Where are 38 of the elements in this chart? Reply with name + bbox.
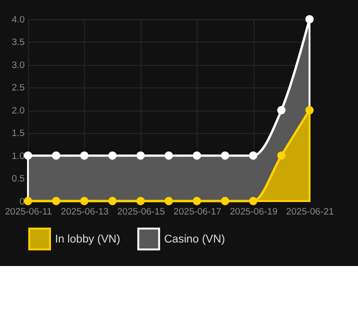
point (220, 151, 230, 160)
point (192, 196, 202, 206)
x-tick-label: 2025-06-11 (4, 206, 52, 217)
x-tick-label: 2025-06-17 (174, 206, 222, 217)
point (52, 151, 60, 160)
point (52, 196, 60, 206)
point (136, 196, 145, 206)
point (136, 151, 145, 160)
y-tick-label: 0.5 (12, 174, 25, 184)
point (80, 151, 88, 160)
point (305, 106, 314, 114)
point (24, 196, 32, 206)
point (164, 151, 173, 160)
y-tick-label: 3.0 (12, 60, 25, 70)
point (108, 196, 117, 206)
y-tick-label: 2.0 (12, 105, 25, 116)
point (24, 151, 32, 160)
y-tick-label: 2.5 (12, 82, 25, 93)
point (277, 106, 286, 114)
point (249, 151, 258, 160)
point (305, 15, 314, 24)
y-tick-label: 3.5 (12, 37, 25, 48)
x-tick-label: 2025-06-13 (60, 206, 109, 217)
x-tick-label: 2025-06-21 (286, 206, 334, 217)
legend-label: Casino (VN) (164, 234, 226, 246)
x-tick-label: 2025-06-19 (230, 206, 278, 217)
point (220, 196, 230, 206)
y-tick-label: 4.0 (12, 14, 25, 25)
x-tick-label: 2025-06-15 (117, 206, 165, 217)
y-tick-label: 1.5 (12, 128, 25, 138)
legend-label: In lobby (VN) (55, 234, 120, 246)
point (80, 196, 88, 206)
point (277, 151, 286, 160)
y-tick-label: 1.0 (12, 150, 25, 161)
point (192, 151, 202, 160)
point (164, 196, 173, 206)
point (249, 196, 258, 206)
point (108, 151, 117, 160)
